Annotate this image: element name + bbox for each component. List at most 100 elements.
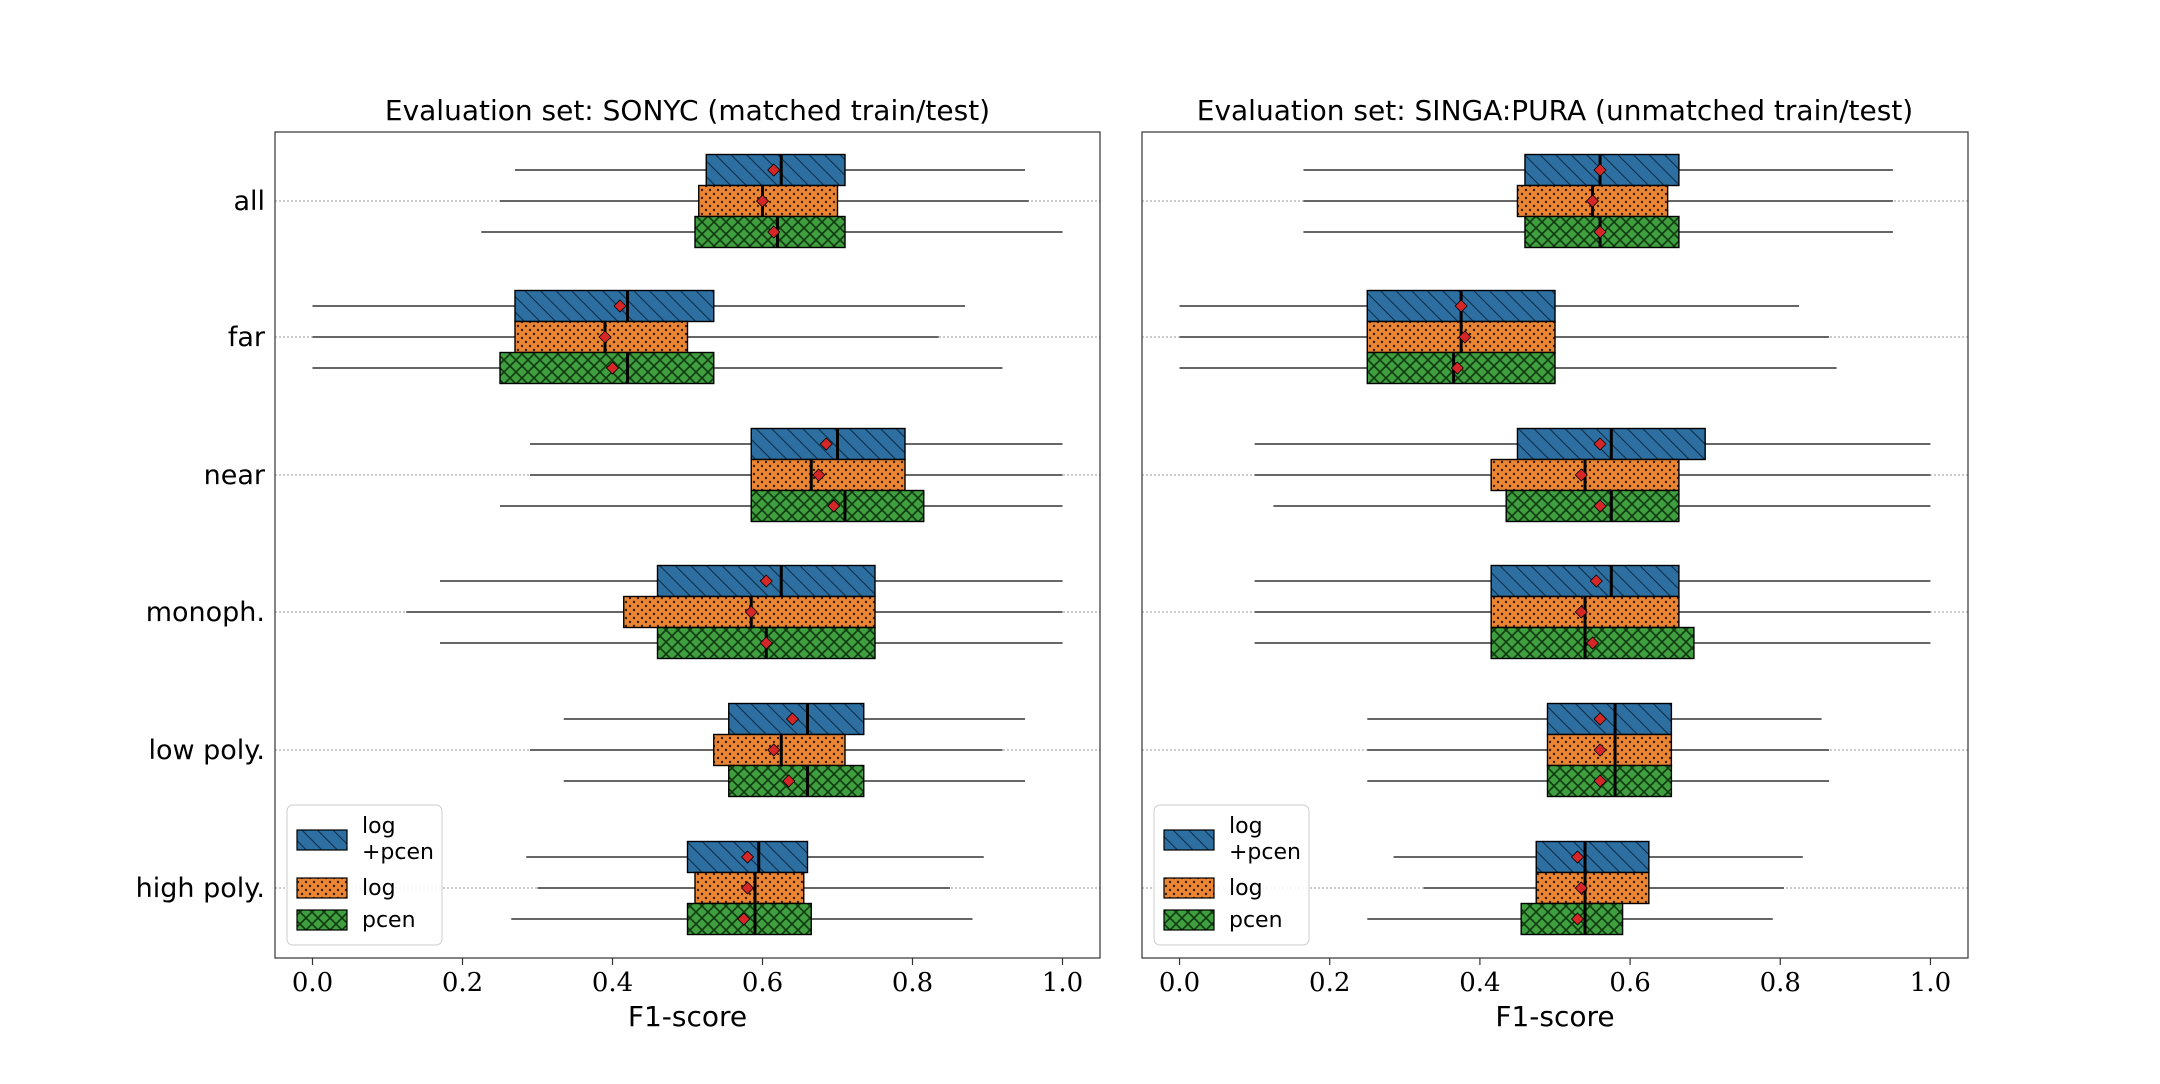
x-tick-label: 0.0 xyxy=(1159,968,1200,998)
category-label-high-poly: high poly. xyxy=(136,873,265,904)
mean-marker xyxy=(1593,743,1607,757)
legend-label-log-pcen: log +pcen xyxy=(362,814,434,865)
legend-label-pcen: pcen xyxy=(362,908,416,933)
mean-marker xyxy=(812,468,826,482)
box-log-pcen-near xyxy=(530,427,1063,461)
box-log-near xyxy=(530,458,1063,492)
mean-marker xyxy=(1454,299,1468,313)
mean-marker xyxy=(767,743,781,757)
x-axis-label: F1-score xyxy=(628,1000,747,1033)
mean-marker xyxy=(613,299,627,313)
mean-marker xyxy=(1570,912,1585,926)
box-log-high-poly xyxy=(537,871,950,905)
box-pcen-high-poly xyxy=(511,902,973,936)
mean-marker xyxy=(755,194,770,208)
box-log-pcen-far xyxy=(1179,289,1800,323)
box-log-pcen-monoph xyxy=(1254,564,1931,598)
box-log-monoph xyxy=(1254,595,1931,629)
box-log-pcen-all xyxy=(515,153,1025,187)
mean-marker xyxy=(1585,194,1600,208)
box-log-far xyxy=(312,320,939,354)
box-log-pcen-low-poly xyxy=(1367,702,1822,736)
legend-label-log: log xyxy=(362,876,396,901)
legend-label-log: log xyxy=(1229,876,1263,901)
box-pcen-monoph xyxy=(1254,626,1931,660)
box-pcen-low-poly xyxy=(1367,764,1830,798)
mean-marker xyxy=(1589,574,1603,588)
mean-marker xyxy=(767,225,781,239)
box-log-all xyxy=(1303,184,1893,218)
category-label-near: near xyxy=(204,460,266,491)
mean-marker xyxy=(782,774,796,788)
mean-marker xyxy=(1450,361,1464,375)
legend-swatch-log-pcen xyxy=(1163,829,1215,851)
box-pcen-monoph xyxy=(440,626,1063,660)
mean-marker xyxy=(1570,850,1585,864)
mean-marker xyxy=(1574,881,1588,895)
legend-label-log-pcen: log +pcen xyxy=(1229,814,1301,865)
legend: log +pcen log pcen xyxy=(1153,804,1310,946)
x-tick-label: 0.6 xyxy=(1609,968,1650,998)
mean-marker xyxy=(1574,468,1588,482)
x-axis-label: F1-score xyxy=(1495,1000,1614,1033)
x-tick-label: 0.6 xyxy=(742,968,783,998)
mean-marker xyxy=(767,163,781,177)
x-tick-label: 1.0 xyxy=(1042,968,1083,998)
mean-marker xyxy=(605,361,620,375)
mean-marker xyxy=(1593,712,1607,726)
axes-frame xyxy=(274,131,1101,959)
legend-swatch-log xyxy=(296,877,348,899)
box-log-pcen-high-poly xyxy=(1393,840,1803,874)
x-tick-label: 0.8 xyxy=(892,968,933,998)
mean-marker xyxy=(1593,225,1607,239)
iqr-box xyxy=(1535,840,1650,874)
box-log-low-poly xyxy=(530,733,1003,767)
mean-marker xyxy=(740,881,755,895)
box-pcen-near xyxy=(500,489,1063,523)
box-log-near xyxy=(1254,458,1931,492)
iqr-box xyxy=(1505,489,1680,523)
box-log-high-poly xyxy=(1423,871,1785,905)
box-log-pcen-monoph xyxy=(440,564,1063,598)
mean-marker xyxy=(1458,330,1472,344)
iqr-box xyxy=(1490,564,1680,598)
box-pcen-near xyxy=(1273,489,1931,523)
legend-swatch-log-pcen xyxy=(296,829,348,851)
x-tick-label: 0.8 xyxy=(1760,968,1801,998)
iqr-box xyxy=(1535,871,1650,905)
panel-2: Evaluation set: SINGA:PURA (unmatched tr… xyxy=(1141,94,1969,1033)
box-log-pcen-near xyxy=(1254,427,1931,461)
box-pcen-far xyxy=(312,351,1003,385)
x-tick-label: 0.2 xyxy=(442,968,483,998)
mean-marker xyxy=(759,636,773,650)
mean-marker xyxy=(598,330,612,344)
category-label-far: far xyxy=(228,322,266,353)
panel-1: Evaluation set: SONYC (matched train/tes… xyxy=(136,94,1101,1033)
mean-marker xyxy=(1574,605,1588,619)
mean-marker xyxy=(1593,437,1607,451)
box-log-all xyxy=(500,184,1029,218)
box-log-pcen-high-poly xyxy=(526,840,984,874)
iqr-box xyxy=(1546,764,1673,798)
category-label-all: all xyxy=(233,186,265,217)
legend-swatch-log xyxy=(1163,877,1215,899)
axes-frame xyxy=(1141,131,1969,959)
legend-swatch-pcen xyxy=(296,909,348,931)
box-log-far xyxy=(1179,320,1830,354)
legend-swatch-pcen xyxy=(1163,909,1215,931)
mean-marker xyxy=(744,605,758,619)
mean-marker xyxy=(740,850,755,864)
mean-marker xyxy=(1585,636,1600,650)
mean-marker xyxy=(819,437,833,451)
box-log-pcen-far xyxy=(312,289,965,323)
box-log-monoph xyxy=(406,595,1063,629)
panel-title: Evaluation set: SINGA:PURA (unmatched tr… xyxy=(1197,94,1913,127)
mean-marker xyxy=(759,574,773,588)
x-tick-label: 1.0 xyxy=(1910,968,1951,998)
panel-title: Evaluation set: SONYC (matched train/tes… xyxy=(385,94,990,127)
mean-marker xyxy=(785,712,800,726)
iqr-box xyxy=(728,764,865,798)
box-pcen-all xyxy=(481,215,1063,249)
mean-marker xyxy=(1593,499,1607,513)
